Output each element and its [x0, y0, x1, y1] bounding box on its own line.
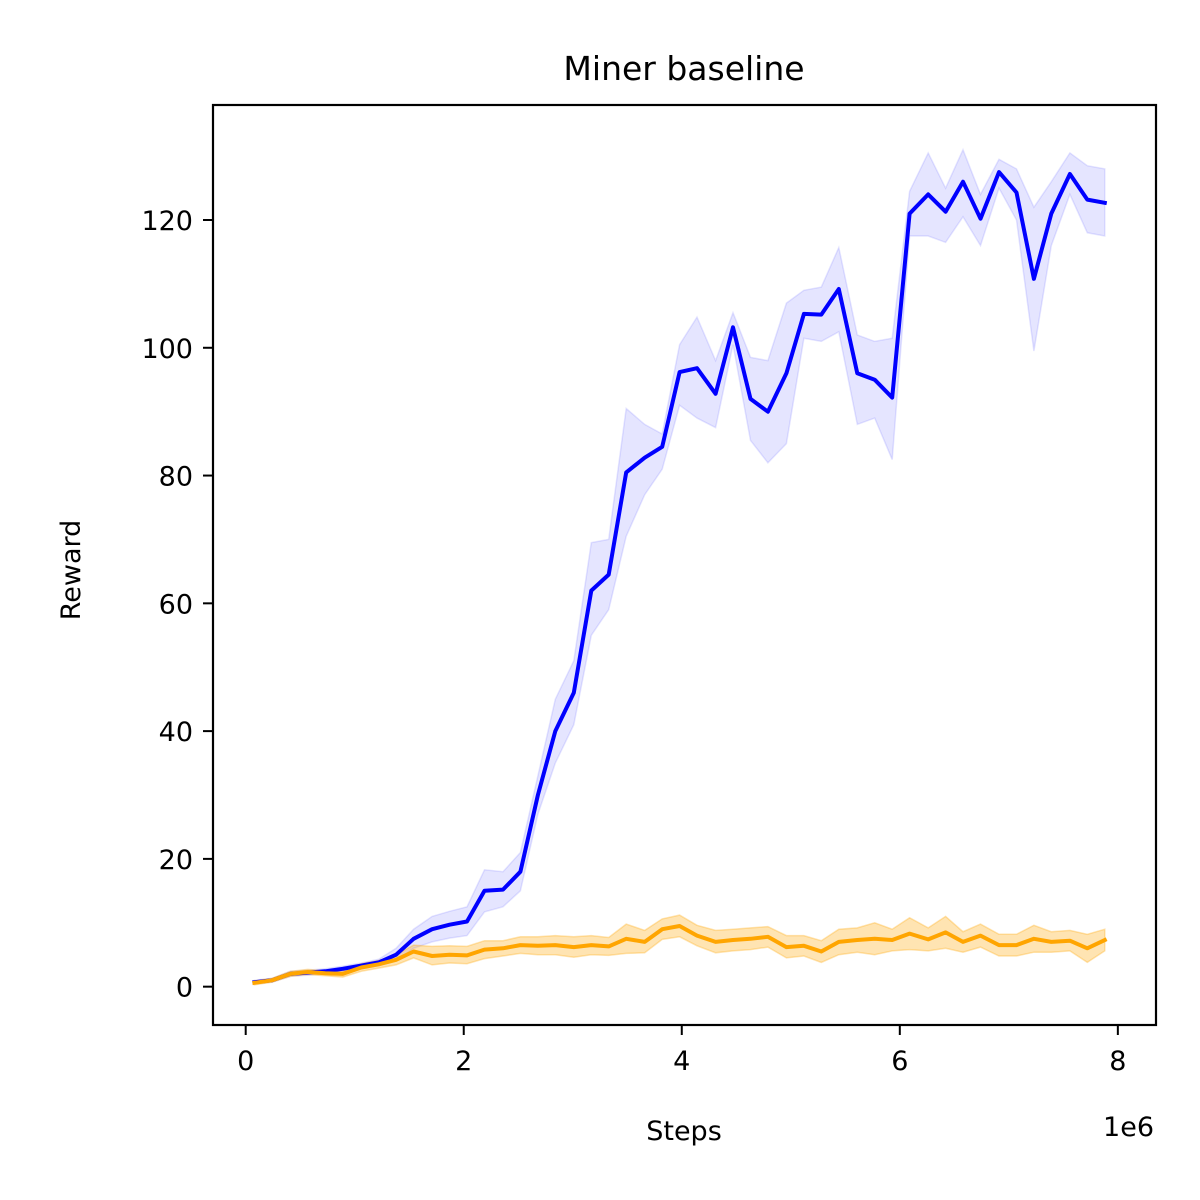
- series-1-line: [252, 170, 1108, 985]
- y-tick-label: 20: [159, 845, 193, 876]
- x-tick-label: 6: [891, 1046, 908, 1077]
- y-tick-label: 80: [159, 462, 193, 493]
- x-axis-scale-label: 1e6: [1103, 1112, 1154, 1143]
- y-tick-label: 40: [159, 717, 193, 748]
- series-2-band: [253, 914, 1106, 986]
- series-1-band: [253, 147, 1106, 985]
- x-axis-label: Steps: [646, 1116, 722, 1147]
- y-tick-label: 100: [141, 334, 193, 365]
- x-tick-label: 8: [1109, 1046, 1126, 1077]
- x-tick-label: 0: [237, 1046, 254, 1077]
- y-tick-label: 120: [141, 206, 193, 237]
- y-axis-label: Reward: [56, 520, 87, 621]
- x-tick-label: 4: [673, 1046, 690, 1077]
- chart-title: Miner baseline: [563, 49, 804, 88]
- y-tick-label: 60: [159, 589, 193, 620]
- series-2-line: [252, 924, 1108, 986]
- plot-area: [252, 147, 1108, 986]
- y-tick-label: 0: [176, 973, 193, 1004]
- plot-frame: [211, 103, 1158, 1027]
- x-tick-label: 2: [455, 1046, 472, 1077]
